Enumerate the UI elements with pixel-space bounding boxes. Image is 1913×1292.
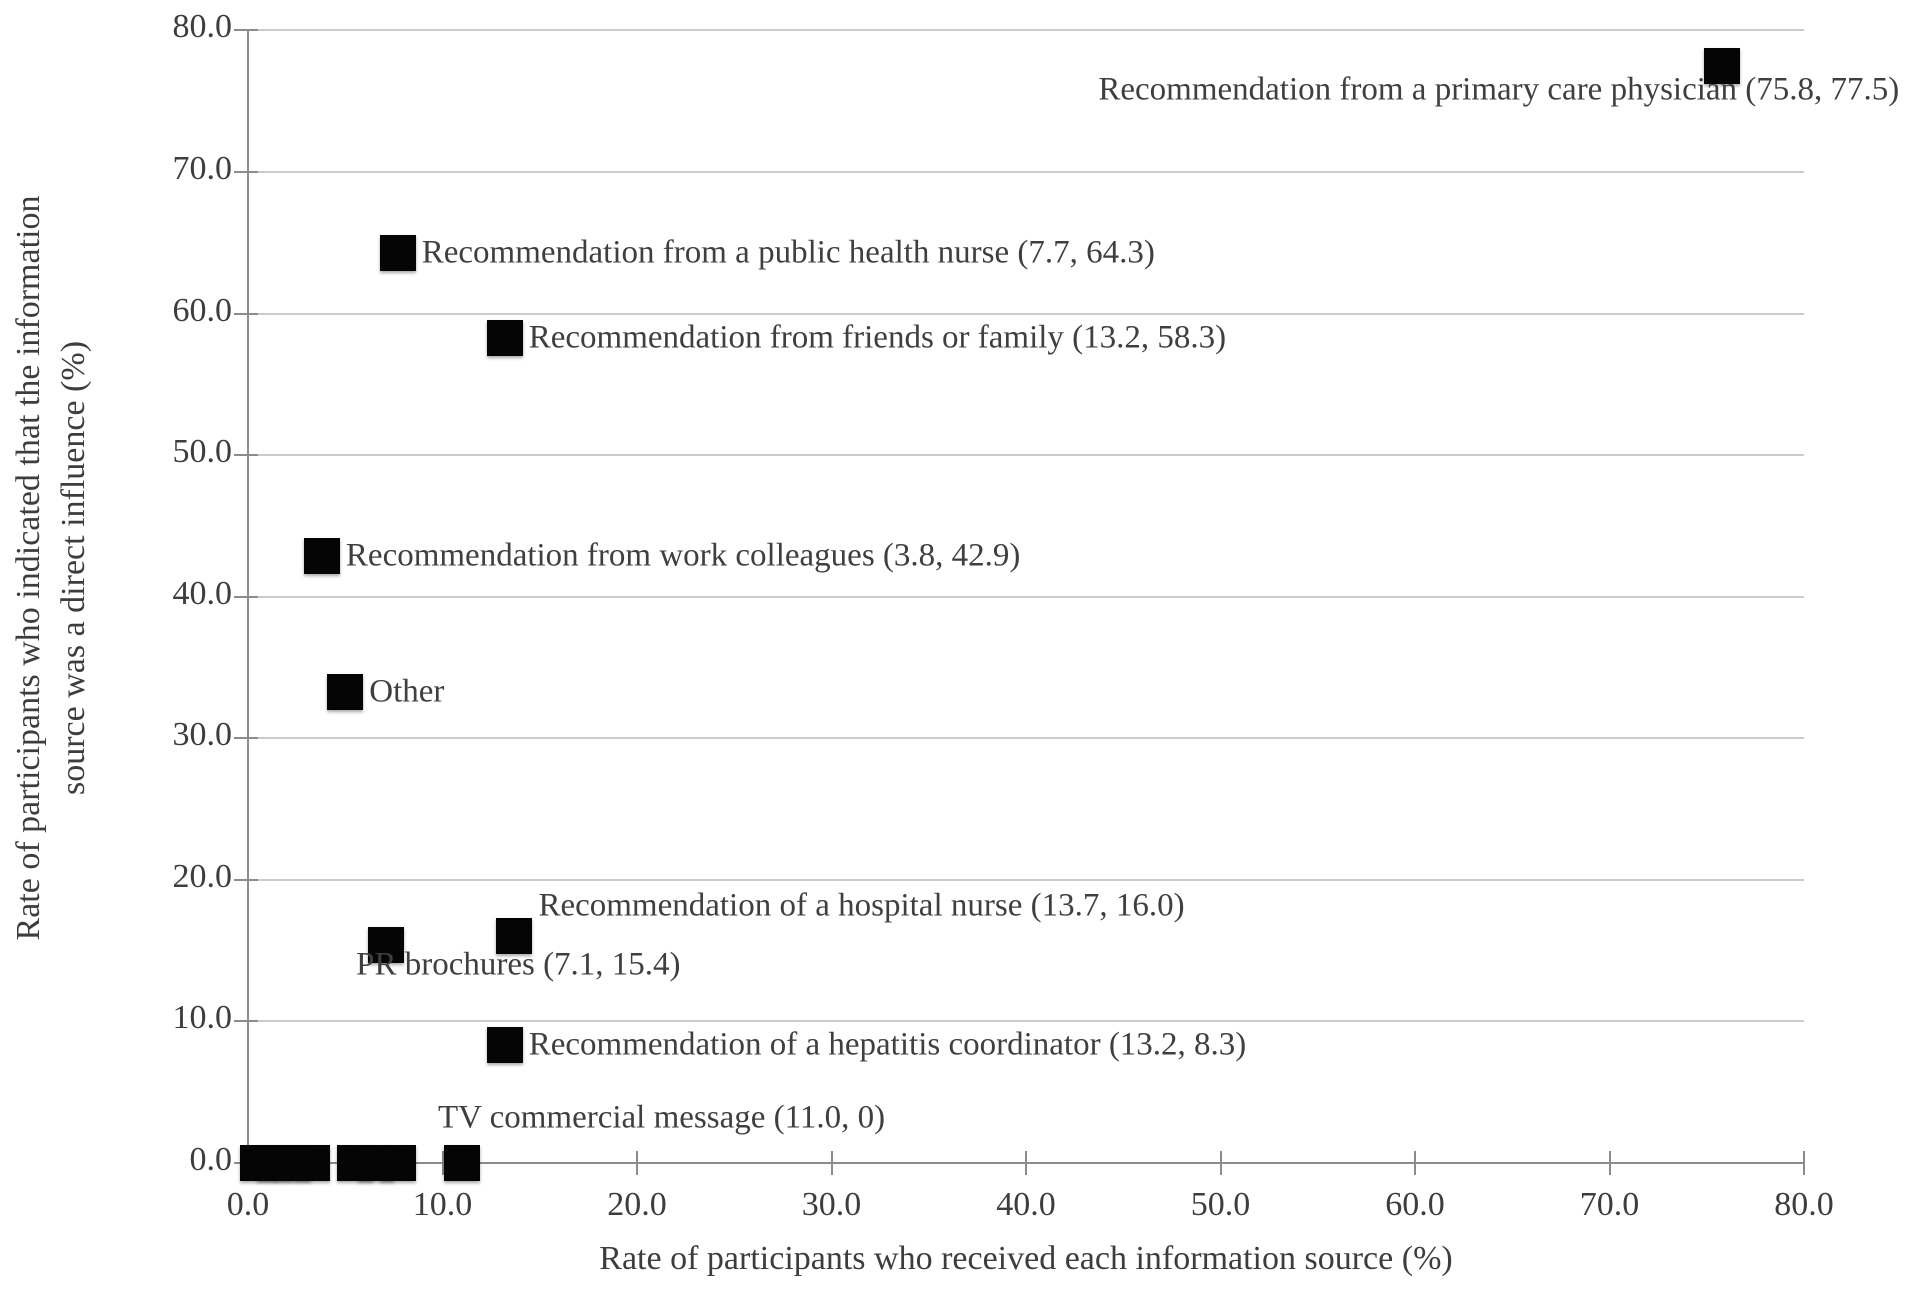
y-axis-tick: [234, 878, 258, 881]
point-label-public-health-nurse: Recommendation from a public health nurs…: [421, 234, 1155, 271]
y-axis-tick: [234, 1020, 258, 1023]
y-axis-tick: [234, 312, 258, 315]
y-axis-title: Rate of participants who indicated that …: [7, 88, 97, 1048]
y-tick-label: 10.0: [172, 999, 233, 1037]
point-label-pr-brochures: PR brochures (7.1, 15.4): [356, 946, 681, 983]
y-axis-title-line2: source was a direct influence (%): [55, 340, 92, 796]
grid-line: [248, 878, 1804, 881]
y-axis-tick: [234, 454, 258, 457]
x-axis-tick: [1025, 1151, 1027, 1175]
point-label-other: Other: [369, 673, 445, 710]
y-axis-tick: [234, 29, 258, 32]
x-tick-label: 80.0: [1774, 1186, 1834, 1223]
data-point-marker-public-health-nurse: [379, 234, 416, 271]
x-axis-tick: [441, 1151, 444, 1175]
x-tick-label: 70.0: [1579, 1186, 1640, 1223]
grid-line: [248, 454, 1804, 457]
x-axis-title: Rate of participants who received each i…: [599, 1240, 1453, 1277]
data-point-marker-tv-commercial-message: [443, 1145, 480, 1181]
y-axis-line: [247, 30, 249, 1171]
y-tick-label: 0.0: [189, 1141, 233, 1178]
y-axis-tick: [234, 737, 258, 740]
x-tick-label: 0.0: [226, 1186, 270, 1223]
x-axis-tick: [1219, 1151, 1222, 1175]
y-tick-label: 30.0: [172, 716, 233, 754]
x-axis-tick: [1414, 1151, 1416, 1175]
x-tick-label: 40.0: [996, 1186, 1056, 1223]
point-label-friends-or-family: Recommendation from friends or family (1…: [528, 319, 1227, 356]
y-tick-label: 70.0: [172, 149, 233, 187]
point-label-work-colleagues: Recommendation from work colleagues (3.8…: [345, 537, 1021, 574]
x-tick-label: 10.0: [412, 1186, 473, 1223]
grid-line: [248, 595, 1804, 598]
data-point-marker-pr-brochures: [368, 926, 405, 963]
y-tick-label: 60.0: [172, 291, 233, 329]
data-point-marker-friends-or-family: [486, 319, 523, 356]
y-tick-label: 20.0: [172, 857, 233, 895]
y-tick-label: 40.0: [172, 574, 233, 612]
x-tick-label: 30.0: [801, 1186, 862, 1223]
data-point-marker-unlabeled-zero-7: [379, 1145, 416, 1181]
y-axis-tick: [234, 170, 258, 173]
x-axis-tick: [1608, 1151, 1611, 1175]
point-label-primary-care-physician: Recommendation from a primary care physi…: [1098, 71, 1900, 108]
grid-line: [248, 29, 1804, 32]
x-axis-tick: [636, 1151, 638, 1175]
grid-line: [248, 1020, 1804, 1023]
x-tick-label: 60.0: [1385, 1186, 1445, 1223]
data-point-marker-unlabeled-zero-4: [294, 1145, 331, 1181]
y-axis-tick: [234, 595, 258, 598]
grid-line: [248, 170, 1804, 173]
x-axis-tick: [830, 1151, 833, 1175]
data-point-marker-work-colleagues: [303, 537, 340, 574]
data-point-marker-other: [327, 673, 364, 710]
grid-line: [248, 312, 1804, 315]
y-axis-title-line1: Rate of participants who indicated that …: [10, 195, 48, 941]
x-axis-tick: [1803, 1151, 1805, 1175]
point-label-tv-commercial-message: TV commercial message (11.0, 0): [437, 1099, 886, 1136]
x-tick-label: 20.0: [607, 1186, 667, 1223]
data-point-marker-hepatitis-coordinator: [486, 1027, 523, 1064]
point-label-hospital-nurse: Recommendation of a hospital nurse (13.7…: [538, 887, 1185, 924]
y-tick-label: 80.0: [172, 8, 233, 46]
x-tick-label: 50.0: [1190, 1186, 1251, 1223]
point-label-hepatitis-coordinator: Recommendation of a hepatitis coordinato…: [528, 1026, 1247, 1063]
data-point-marker-hospital-nurse: [496, 918, 533, 955]
y-tick-label: 50.0: [172, 433, 233, 471]
grid-line: [248, 737, 1804, 740]
data-point-marker-primary-care-physician: [1704, 47, 1741, 84]
